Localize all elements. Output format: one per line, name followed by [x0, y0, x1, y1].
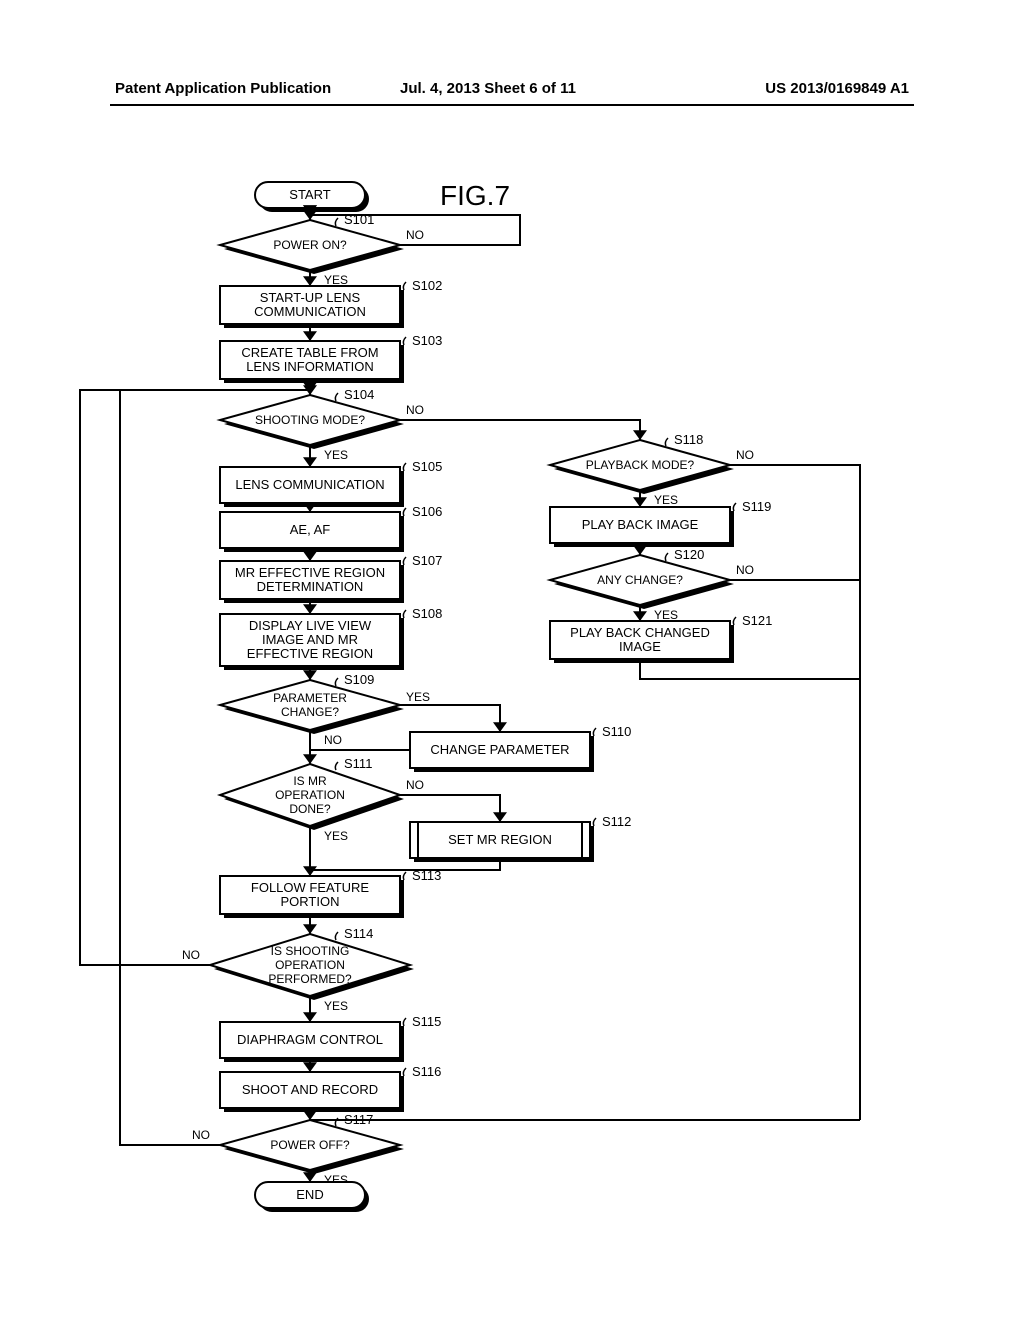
svg-text:S108: S108	[412, 606, 442, 621]
svg-text:YES: YES	[324, 999, 348, 1013]
svg-text:YES: YES	[324, 829, 348, 843]
svg-text:YES: YES	[324, 448, 348, 462]
svg-text:S106: S106	[412, 504, 442, 519]
page: Patent Application Publication Jul. 4, 2…	[0, 0, 1024, 1320]
svg-text:S112: S112	[602, 814, 631, 829]
svg-text:NO: NO	[736, 448, 754, 462]
svg-text:NO: NO	[182, 948, 200, 962]
svg-text:S104: S104	[344, 387, 374, 402]
svg-text:FIG.7: FIG.7	[440, 180, 510, 211]
svg-text:S111: S111	[344, 756, 372, 771]
svg-text:S119: S119	[742, 499, 771, 514]
svg-text:YES: YES	[324, 273, 348, 287]
svg-text:NO: NO	[406, 228, 424, 242]
svg-text:S120: S120	[674, 547, 704, 562]
svg-text:S114: S114	[344, 926, 373, 941]
svg-text:YES: YES	[654, 608, 678, 622]
flowchart: FIG.7STARTPOWER ON?S101YESNOSTART-UP LEN…	[0, 0, 1024, 1320]
svg-text:YES: YES	[654, 493, 678, 507]
svg-text:NO: NO	[192, 1128, 210, 1142]
svg-text:S115: S115	[412, 1014, 441, 1029]
svg-text:NO: NO	[406, 778, 424, 792]
svg-text:NO: NO	[324, 733, 342, 747]
svg-text:S105: S105	[412, 459, 442, 474]
svg-text:S110: S110	[602, 724, 631, 739]
svg-text:S102: S102	[412, 278, 442, 293]
svg-text:S109: S109	[344, 672, 374, 687]
svg-text:S103: S103	[412, 333, 442, 348]
svg-text:S118: S118	[674, 432, 703, 447]
svg-text:NO: NO	[406, 403, 424, 417]
svg-text:S121: S121	[742, 613, 772, 628]
svg-text:YES: YES	[406, 690, 430, 704]
svg-text:S107: S107	[412, 553, 442, 568]
svg-text:NO: NO	[736, 563, 754, 577]
svg-text:S116: S116	[412, 1064, 441, 1079]
